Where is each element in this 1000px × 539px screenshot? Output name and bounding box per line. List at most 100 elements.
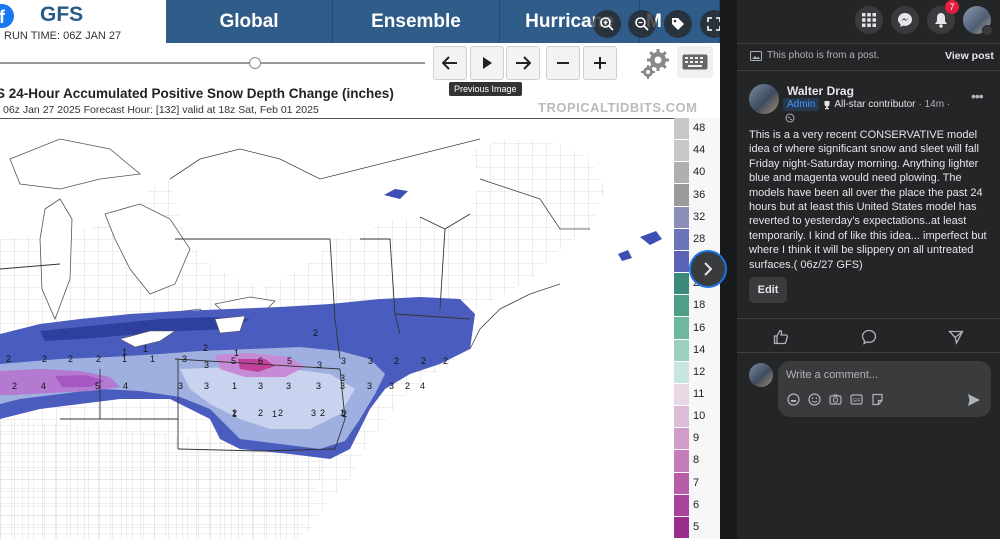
map-value-label: 1 <box>143 344 148 354</box>
author-name[interactable]: Walter Drag <box>787 84 854 98</box>
messenger-button[interactable] <box>891 6 919 34</box>
color-legend: 484440363228242018161412111098765 <box>674 118 720 539</box>
legend-label: 9 <box>693 432 700 445</box>
legend-label: 32 <box>693 210 706 223</box>
chevron-down-icon <box>982 25 993 36</box>
map-value-label: 3 <box>258 381 263 391</box>
post-side-panel: 7 This photo is from a post. View post W… <box>737 0 1000 539</box>
bell-icon <box>935 13 947 28</box>
state-borders <box>0 213 471 452</box>
increase-button[interactable] <box>583 46 617 80</box>
legend-swatch <box>674 494 689 517</box>
legend-swatch <box>674 184 689 207</box>
previous-image-button[interactable] <box>433 46 467 80</box>
map-subtitle: 06z Jan 27 2025 Forecast Hour: [132] val… <box>3 104 319 116</box>
next-photo-button[interactable] <box>689 250 727 288</box>
legend-label: 44 <box>693 144 706 157</box>
map-value-label: 1 <box>122 347 127 357</box>
map-value-label: 3 <box>367 381 372 391</box>
contributor-badge-text: All-star contributor <box>834 99 916 110</box>
photo-note-text: This photo is from a post. <box>767 50 880 61</box>
lake-michigan <box>39 198 73 321</box>
author-avatar[interactable] <box>749 84 779 114</box>
map-value-label: 3 <box>340 381 345 391</box>
map-value-label: 5 <box>95 381 100 391</box>
map-value-label: 3 <box>182 354 187 364</box>
map-value-label: 3 <box>286 381 291 391</box>
legend-label: 12 <box>693 365 706 378</box>
next-image-button[interactable] <box>506 46 540 80</box>
camera-icon[interactable] <box>829 393 842 406</box>
legend-label: 40 <box>693 166 706 179</box>
avatar-sticker-icon[interactable] <box>787 393 800 406</box>
forecast-hour-slider-thumb[interactable] <box>249 57 261 69</box>
fullscreen-button[interactable] <box>700 10 720 38</box>
lake-snow-hole-1 <box>214 315 246 334</box>
forecast-hour-slider-track[interactable] <box>0 62 425 64</box>
header-divider <box>737 43 1000 44</box>
snow-blob-ns-2 <box>618 250 632 261</box>
map-value-label: 4 <box>123 381 128 391</box>
map-value-label: 2 <box>96 354 101 364</box>
zoom-out-button[interactable] <box>628 10 656 38</box>
messenger-icon <box>898 13 912 27</box>
legend-swatch <box>674 450 689 473</box>
share-button[interactable] <box>912 326 1000 348</box>
map-value-label: 2 <box>42 354 47 364</box>
decrease-button[interactable] <box>546 46 580 80</box>
snow-band-lighter <box>180 367 355 429</box>
photo-viewer: f GFS RUN TIME: 06Z JAN 27 Global Ensemb… <box>0 0 737 539</box>
post-time[interactable]: · 14m · <box>918 99 951 110</box>
map-value-label: 5 <box>287 356 292 366</box>
legend-label: 48 <box>693 122 706 135</box>
play-button[interactable] <box>470 46 504 80</box>
legend-label: 11 <box>693 387 705 400</box>
edit-button[interactable]: Edit <box>749 277 787 303</box>
coastlines <box>169 138 590 350</box>
tag-button[interactable] <box>664 10 692 38</box>
play-icon <box>483 57 492 69</box>
photo-from-post-note: This photo is from a post. <box>750 50 879 61</box>
nav-ensemble[interactable]: Ensemble <box>333 0 500 43</box>
more-options-button[interactable]: ••• <box>971 88 984 104</box>
map-value-label: 1 <box>232 381 237 391</box>
account-avatar-button[interactable] <box>963 6 993 36</box>
trophy-icon <box>824 100 830 109</box>
map-value-label: 1 <box>122 354 127 364</box>
comment-button[interactable] <box>825 326 913 348</box>
map-value-label: 2 <box>320 408 325 418</box>
gif-icon[interactable]: GIF <box>850 393 863 406</box>
keyboard-icon <box>682 54 708 70</box>
facebook-logo-icon[interactable]: f <box>0 4 14 28</box>
map-value-label: 1 <box>150 354 155 364</box>
view-post-link[interactable]: View post <box>945 50 994 62</box>
sticker-icon[interactable] <box>871 393 884 406</box>
svg-text:GIF: GIF <box>852 398 860 404</box>
map-value-label: 3 <box>340 373 345 383</box>
actions-bottom-divider <box>737 352 1000 353</box>
plus-icon <box>594 57 606 69</box>
top-nav-icons: 7 <box>855 0 993 36</box>
arrow-left-icon <box>442 56 457 70</box>
keyboard-button[interactable] <box>677 46 713 78</box>
map-value-label: 3 <box>204 360 209 370</box>
menu-button[interactable] <box>855 6 883 34</box>
settings-gear-button[interactable] <box>636 46 672 82</box>
notifications-button[interactable]: 7 <box>927 0 959 34</box>
legend-label: 7 <box>693 476 700 489</box>
map-credit: TROPICALTIDBITS.COM <box>538 100 698 115</box>
comment-input[interactable] <box>786 367 981 383</box>
map-value-label: 6 <box>258 356 263 366</box>
legend-swatch <box>674 206 689 229</box>
emoji-icon[interactable] <box>808 393 821 406</box>
zoom-in-button[interactable] <box>593 10 621 38</box>
send-icon[interactable] <box>967 393 981 407</box>
legend-swatch <box>674 383 689 407</box>
legend-swatch <box>674 250 689 274</box>
nav-global[interactable]: Global <box>166 0 333 43</box>
map-value-label: 1 <box>234 348 239 358</box>
atlantic-ocean <box>320 279 674 539</box>
grid-menu-icon <box>862 13 876 27</box>
like-button[interactable] <box>737 326 825 348</box>
